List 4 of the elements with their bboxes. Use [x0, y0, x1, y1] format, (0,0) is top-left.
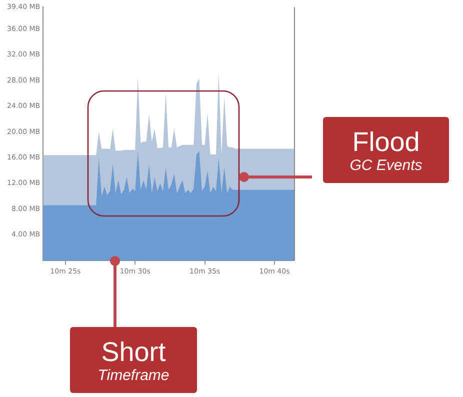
text: GC Events [348, 157, 424, 175]
text: Timeframe [96, 367, 170, 385]
text: Flood [351, 127, 421, 157]
text: Short [100, 337, 167, 367]
